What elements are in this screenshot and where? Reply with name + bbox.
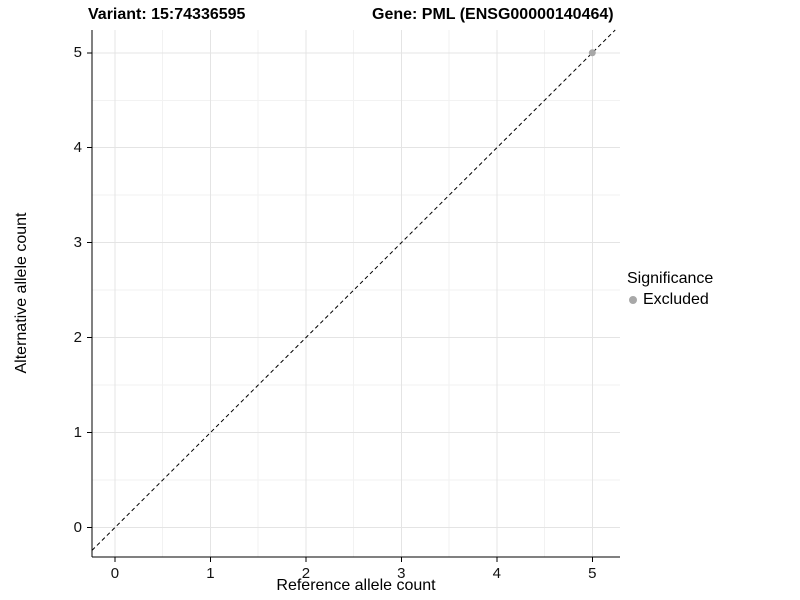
x-tick-label: 4	[492, 565, 501, 582]
x-tick-label: 5	[588, 565, 597, 582]
y-tick-label: 3	[73, 233, 82, 251]
plot-title-variant: Variant: 15:74336595	[88, 6, 246, 23]
y-tick-label: 0	[73, 518, 82, 536]
legend-title: Significance	[627, 270, 714, 287]
legend: Significance Excluded	[627, 270, 713, 309]
y-tick-label: 5	[73, 43, 82, 61]
x-tick-label: 0	[110, 565, 120, 582]
y-tick-label: 4	[73, 138, 82, 156]
y-tick-label: 2	[73, 328, 82, 346]
x-tick-label: 3	[397, 565, 406, 582]
y-axis-title: Alternative allele count	[13, 212, 30, 374]
x-tick-label: 1	[206, 565, 215, 582]
legend-item-excluded: Excluded	[627, 291, 713, 309]
y-tick-label: 1	[73, 423, 82, 441]
x-axis-title: Reference allele count	[276, 577, 436, 594]
legend-point-icon	[629, 296, 637, 304]
plot-title-gene: Gene: PML (ENSG00000140464)	[372, 6, 614, 23]
x-tick-label: 2	[301, 565, 311, 582]
legend-item-label: Excluded	[643, 291, 709, 308]
